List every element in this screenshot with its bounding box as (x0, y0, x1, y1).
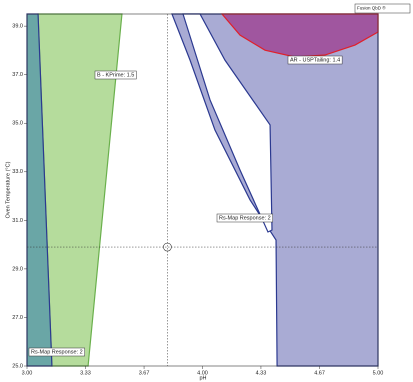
annotation-box (287, 55, 343, 65)
cursor (163, 242, 172, 252)
annotation: Rs-Map Response: 2 (216, 213, 273, 223)
annotation-box (28, 347, 85, 357)
annotation-label: Rs-Map Response: 2 (31, 349, 83, 355)
annotation: AR - USPTailing: 1.4 (287, 55, 343, 65)
annotation-box (216, 213, 273, 223)
y-tick-label: 29.0 (12, 266, 23, 272)
x-tick-label: 3.67 (139, 370, 150, 376)
region (182, 13, 273, 233)
annotation-label: Rs-Map Response: 2 (219, 215, 271, 221)
y-tick-label: 33.0 (12, 169, 23, 175)
y-tick-label: 35.0 (12, 121, 23, 127)
x-tick-label: 4.67 (314, 370, 325, 376)
y-tick-label: 39.0 (12, 24, 23, 30)
brand: Fusion QbD ® (357, 5, 386, 11)
annotation: B - KPrime: 1.5 (94, 70, 137, 80)
annotation-label: AR - USPTailing: 1.4 (290, 57, 340, 63)
x-tick-label: 5.00 (373, 370, 384, 376)
x-axis-label: pH (199, 375, 206, 381)
x-tick-label: 3.00 (22, 370, 33, 376)
brand-box (354, 3, 411, 14)
x-tick-label: 3.33 (80, 370, 91, 376)
y-axis-label: Oven Temperature (°C) (5, 161, 11, 218)
x-tick-label: 4.00 (197, 370, 208, 376)
annotation-label: B - KPrime: 1.5 (97, 72, 134, 78)
region (37, 13, 123, 367)
annotation: Rs-Map Response: 2 (28, 347, 85, 357)
y-tick-label: 27.0 (12, 315, 23, 321)
y-tick-label: 37.0 (12, 72, 23, 78)
y-tick-label: 25.0 (12, 363, 23, 369)
x-tick-label: 4.33 (256, 370, 267, 376)
y-tick-label: 31.0 (12, 218, 23, 224)
annotation-box (94, 70, 137, 80)
